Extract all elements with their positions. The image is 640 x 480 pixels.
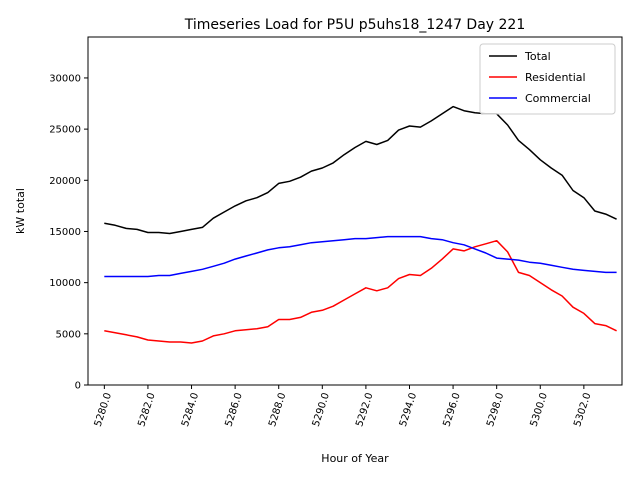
chart-title: Timeseries Load for P5U p5uhs18_1247 Day… [184, 17, 526, 33]
legend-label-commercial: Commercial [525, 92, 591, 105]
series-line-residential [104, 239, 617, 344]
plot-frame [87, 36, 623, 386]
y-axis: 0 5000 10000 15000 20000 25000 30000 [49, 73, 88, 392]
y-axis-label: kW total [14, 188, 27, 234]
series-layer [104, 105, 617, 344]
legend-box [479, 43, 616, 115]
series-line-total [104, 105, 617, 235]
legend-items: Total Residential Commercial [489, 50, 591, 105]
y-tick-label: 0 [75, 381, 81, 392]
y-tick-label: 15000 [49, 227, 81, 238]
y-tick-label: 5000 [56, 329, 81, 340]
x-axis-label: Hour of Year [321, 452, 389, 465]
y-tick-label: 20000 [49, 176, 81, 187]
legend-label-residential: Residential [525, 71, 586, 84]
series-line-commercial [104, 235, 617, 278]
legend: Total Residential Commercial [479, 43, 616, 115]
y-tick-label: 10000 [49, 278, 81, 289]
y-tick-label: 25000 [49, 125, 81, 136]
legend-label-total: Total [524, 50, 551, 63]
y-tick-label: 30000 [49, 73, 81, 84]
